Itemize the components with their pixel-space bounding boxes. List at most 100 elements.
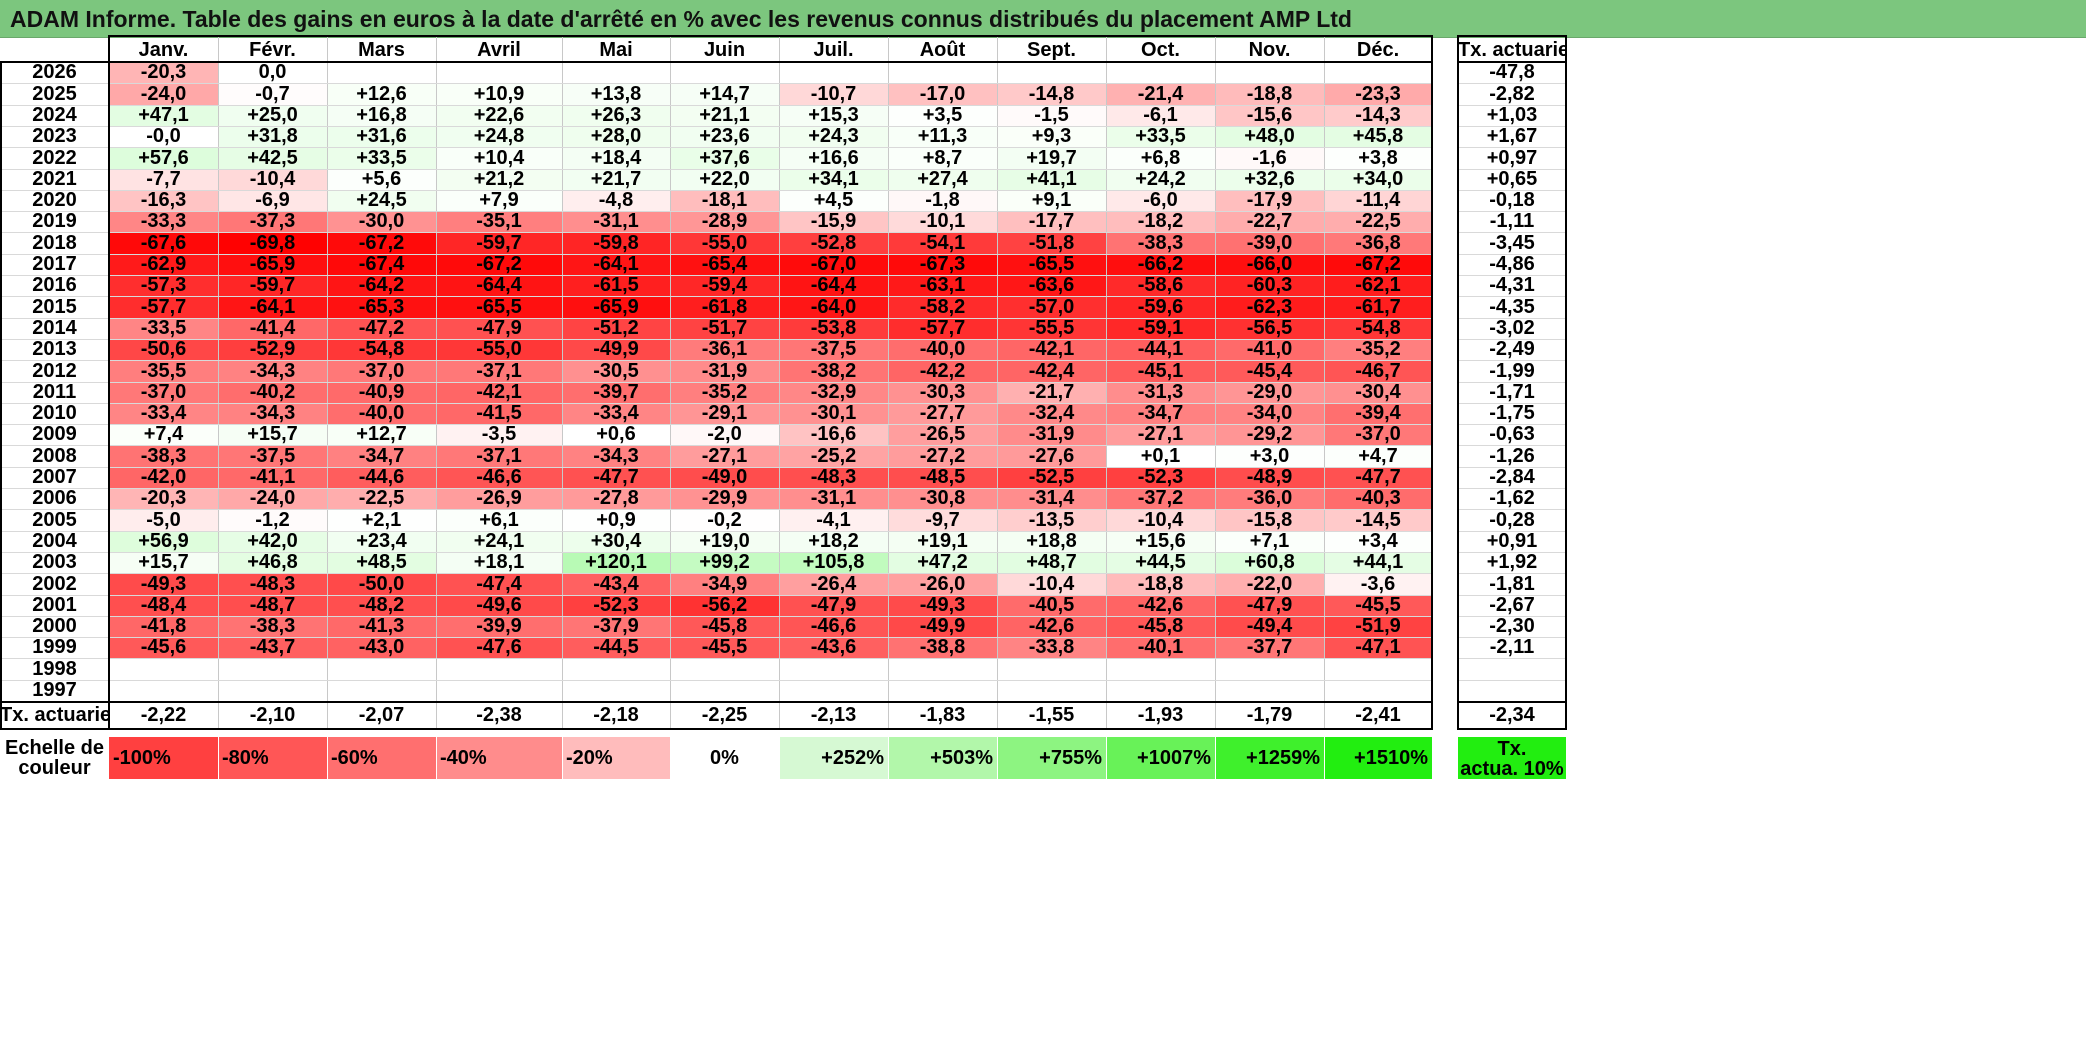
table-cell: -47,7 bbox=[562, 467, 670, 488]
rate-cell: -2,67 bbox=[1489, 595, 1535, 616]
table-cell: +5,6 bbox=[327, 169, 436, 190]
year-label: 1998 bbox=[32, 658, 77, 680]
table-cell: -41,0 bbox=[1215, 339, 1324, 360]
table-cell: -30,5 bbox=[562, 360, 670, 382]
grid-line bbox=[1324, 35, 1325, 728]
year-label: 1999 bbox=[32, 637, 77, 658]
table-cell: -42,2 bbox=[888, 360, 997, 382]
rate-cell: -2,84 bbox=[1489, 467, 1535, 488]
table-cell: -37,2 bbox=[1106, 488, 1215, 509]
table-cell: -33,8 bbox=[997, 637, 1106, 658]
table-cell: -62,3 bbox=[1215, 296, 1324, 318]
footer-cell: -2,10 bbox=[249, 704, 296, 726]
grid-line bbox=[0, 573, 1432, 574]
table-cell: -42,4 bbox=[997, 360, 1106, 382]
grid-line bbox=[0, 658, 1432, 659]
legend-rate-line1: Tx. bbox=[1497, 738, 1527, 760]
table-cell: -54,1 bbox=[888, 232, 997, 254]
table-cell: +23,6 bbox=[670, 126, 779, 147]
grid-line bbox=[1458, 296, 1566, 297]
grid-line bbox=[0, 360, 1432, 361]
table-cell: -65,5 bbox=[436, 296, 562, 318]
table-cell: -10,4 bbox=[218, 169, 327, 190]
table-cell: -47,1 bbox=[1324, 637, 1432, 658]
table-cell: -32,9 bbox=[779, 382, 888, 403]
table-cell bbox=[562, 658, 670, 680]
table-cell: -34,0 bbox=[1215, 403, 1324, 424]
table-cell: -35,2 bbox=[670, 382, 779, 403]
table-cell: -34,3 bbox=[218, 360, 327, 382]
table-cell: -1,6 bbox=[1215, 147, 1324, 169]
table-cell: +47,2 bbox=[888, 552, 997, 573]
table-cell: -48,2 bbox=[327, 595, 436, 616]
rate-cell: -0,28 bbox=[1489, 509, 1535, 531]
table-cell: -64,2 bbox=[327, 275, 436, 296]
table-cell: -6,0 bbox=[1106, 190, 1215, 211]
table-cell: -29,1 bbox=[670, 403, 779, 424]
table-cell: -14,5 bbox=[1324, 509, 1432, 531]
rate-cell: -3,02 bbox=[1489, 318, 1535, 339]
grid-line bbox=[1458, 552, 1566, 553]
table-cell: -0,2 bbox=[670, 509, 779, 531]
table-cell: -38,8 bbox=[888, 637, 997, 658]
table-cell: -63,6 bbox=[997, 275, 1106, 296]
table-cell: -37,5 bbox=[218, 445, 327, 467]
table-cell bbox=[109, 680, 218, 701]
table-cell: +9,1 bbox=[997, 190, 1106, 211]
table-cell: -43,0 bbox=[327, 637, 436, 658]
year-label: 2020 bbox=[32, 190, 77, 211]
table-cell: -45,1 bbox=[1106, 360, 1215, 382]
grid-line bbox=[0, 169, 1432, 170]
table-cell: -22,5 bbox=[327, 488, 436, 509]
year-label: 2026 bbox=[32, 62, 77, 83]
year-label: 2012 bbox=[32, 360, 77, 382]
table-cell: -41,4 bbox=[218, 318, 327, 339]
table-cell: +44,5 bbox=[1106, 552, 1215, 573]
table-cell: -25,2 bbox=[779, 445, 888, 467]
table-cell: -61,5 bbox=[562, 275, 670, 296]
table-cell: -37,9 bbox=[562, 616, 670, 637]
table-cell: -26,9 bbox=[436, 488, 562, 509]
table-cell: -64,4 bbox=[436, 275, 562, 296]
table-cell: +10,4 bbox=[436, 147, 562, 169]
month-header: Juil. bbox=[813, 39, 854, 61]
table-cell: +6,1 bbox=[436, 509, 562, 531]
table-cell: +34,0 bbox=[1324, 169, 1432, 190]
year-label: 2015 bbox=[32, 296, 77, 318]
table-cell: -9,7 bbox=[888, 509, 997, 531]
year-label: 2021 bbox=[32, 169, 77, 190]
legend-swatch: -60% bbox=[327, 737, 436, 779]
legend-swatch: +755% bbox=[997, 737, 1106, 779]
table-cell: +19,1 bbox=[888, 531, 997, 552]
grid-line bbox=[0, 488, 1432, 489]
table-cell bbox=[1215, 62, 1324, 83]
table-cell: -28,9 bbox=[670, 211, 779, 232]
table-cell: -21,4 bbox=[1106, 83, 1215, 105]
table-cell: +47,1 bbox=[109, 105, 218, 126]
table-cell: -31,4 bbox=[997, 488, 1106, 509]
table-cell: +26,3 bbox=[562, 105, 670, 126]
table-cell: +7,1 bbox=[1215, 531, 1324, 552]
table-cell: +7,9 bbox=[436, 190, 562, 211]
year-label: 2023 bbox=[32, 126, 77, 147]
table-cell bbox=[327, 658, 436, 680]
table-cell: +24,3 bbox=[779, 126, 888, 147]
year-label: 2019 bbox=[32, 211, 77, 232]
table-cell: +16,6 bbox=[779, 147, 888, 169]
table-cell bbox=[436, 658, 562, 680]
title-bar: ADAM Informe. Table des gains en euros à… bbox=[0, 0, 2086, 38]
table-cell: -26,4 bbox=[779, 573, 888, 595]
table-cell: -30,1 bbox=[779, 403, 888, 424]
footer-label: Tx. actuariel bbox=[0, 704, 109, 726]
table-cell: -17,7 bbox=[997, 211, 1106, 232]
grid-line bbox=[218, 35, 219, 728]
table-cell: -46,7 bbox=[1324, 360, 1432, 382]
month-header: Sept. bbox=[1027, 39, 1076, 61]
table-cell: -67,6 bbox=[109, 232, 218, 254]
year-label: 2003 bbox=[32, 552, 77, 573]
table-cell: -39,9 bbox=[436, 616, 562, 637]
table-cell: -33,5 bbox=[109, 318, 218, 339]
table-cell: +23,4 bbox=[327, 531, 436, 552]
table-cell: +42,5 bbox=[218, 147, 327, 169]
table-cell: -31,9 bbox=[670, 360, 779, 382]
